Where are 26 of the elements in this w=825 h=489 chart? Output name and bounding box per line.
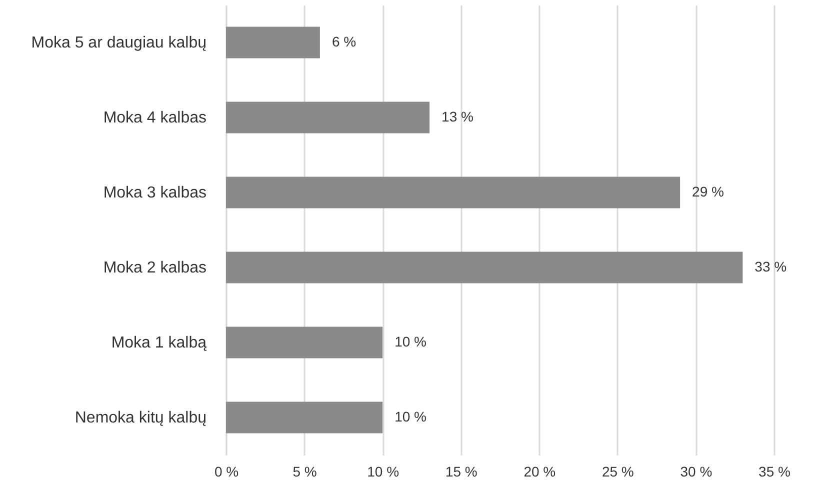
y-tick-label: Moka 1 kalbą xyxy=(111,334,207,352)
bar xyxy=(226,326,383,358)
y-tick-label: Nemoka kitų kalbų xyxy=(74,410,207,426)
x-tick-label: 25 % xyxy=(602,464,634,480)
data-label: 13 % xyxy=(442,108,474,124)
x-tick-label: 30 % xyxy=(680,464,712,480)
x-tick-label: 20 % xyxy=(524,464,556,480)
x-tick-label: 35 % xyxy=(758,464,790,480)
bar xyxy=(226,252,743,284)
x-tick-label: 0 % xyxy=(214,464,239,480)
y-tick-label: Moka 3 kalbas xyxy=(103,184,206,202)
data-label: 33 % xyxy=(754,258,787,274)
y-tick-label: Moka 4 kalbas xyxy=(103,110,206,126)
data-label: 29 % xyxy=(692,184,724,200)
bar xyxy=(226,176,680,208)
x-tick-label: 5 % xyxy=(292,464,317,480)
data-label: 6 % xyxy=(332,34,356,50)
data-label: 10 % xyxy=(394,408,426,424)
bar xyxy=(226,26,320,58)
x-tick-label: 10 % xyxy=(367,464,400,480)
bar xyxy=(226,402,383,434)
x-tick-label: 15 % xyxy=(445,464,478,480)
data-label: 10 % xyxy=(394,334,426,350)
y-tick-label: Moka 5 ar daugiau kalbų xyxy=(31,34,207,52)
y-tick-label: Moka 2 kalbas xyxy=(103,260,206,276)
bar xyxy=(226,102,430,134)
